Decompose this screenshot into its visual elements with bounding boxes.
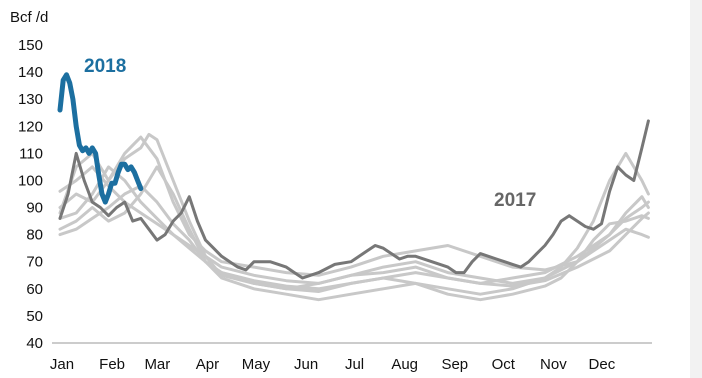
y-tick-label: 120: [18, 118, 43, 135]
series-line-other-year: [58, 132, 650, 296]
series-line-other-year: [58, 165, 650, 291]
x-tick-label: Aug: [391, 356, 418, 373]
y-tick-label: 70: [26, 254, 43, 271]
y-tick-label: 50: [26, 308, 43, 325]
x-tick-label: Oct: [492, 356, 516, 373]
series-line-other-year: [58, 165, 650, 285]
annotation-2018: 2018: [84, 56, 126, 77]
y-tick-label: 150: [18, 37, 43, 54]
series-line-other-year: [58, 165, 650, 302]
y-tick-label: 110: [19, 145, 43, 162]
y-axis: 40 50 60 70 80 90 100 110 120 130 140 150: [18, 37, 43, 352]
y-tick-label: 90: [26, 200, 43, 217]
y-tick-label: 40: [26, 335, 43, 352]
y-unit-label: Bcf /d: [10, 9, 48, 26]
x-tick-label: Nov: [540, 356, 567, 373]
x-tick-label: Jan: [50, 356, 74, 373]
x-tick-label: Jun: [294, 356, 318, 373]
x-tick-label: Mar: [144, 356, 170, 373]
other-years-series: [58, 132, 650, 302]
series-2018: [57, 72, 144, 205]
annotation-2017: 2017: [494, 190, 536, 211]
series-line-2017: [58, 119, 650, 280]
x-tick-label: Jul: [345, 356, 364, 373]
series-line-other-year: [58, 135, 650, 277]
y-tick-label: 140: [18, 64, 43, 81]
series-2017: [58, 119, 650, 280]
y-tick-label: 60: [26, 281, 43, 298]
x-tick-label: Sep: [441, 356, 468, 373]
x-tick-label: Apr: [196, 356, 219, 373]
series-line-2018: [57, 72, 144, 205]
x-tick-label: Dec: [589, 356, 616, 373]
x-tick-label: May: [242, 356, 271, 373]
x-tick-label: Feb: [99, 356, 125, 373]
y-tick-label: 80: [26, 227, 43, 244]
y-tick-label: 100: [18, 172, 43, 189]
y-tick-label: 130: [18, 91, 43, 108]
x-axis: Jan Feb Mar Apr May Jun Jul Aug Sep Oct Nov Dec: [50, 356, 616, 373]
